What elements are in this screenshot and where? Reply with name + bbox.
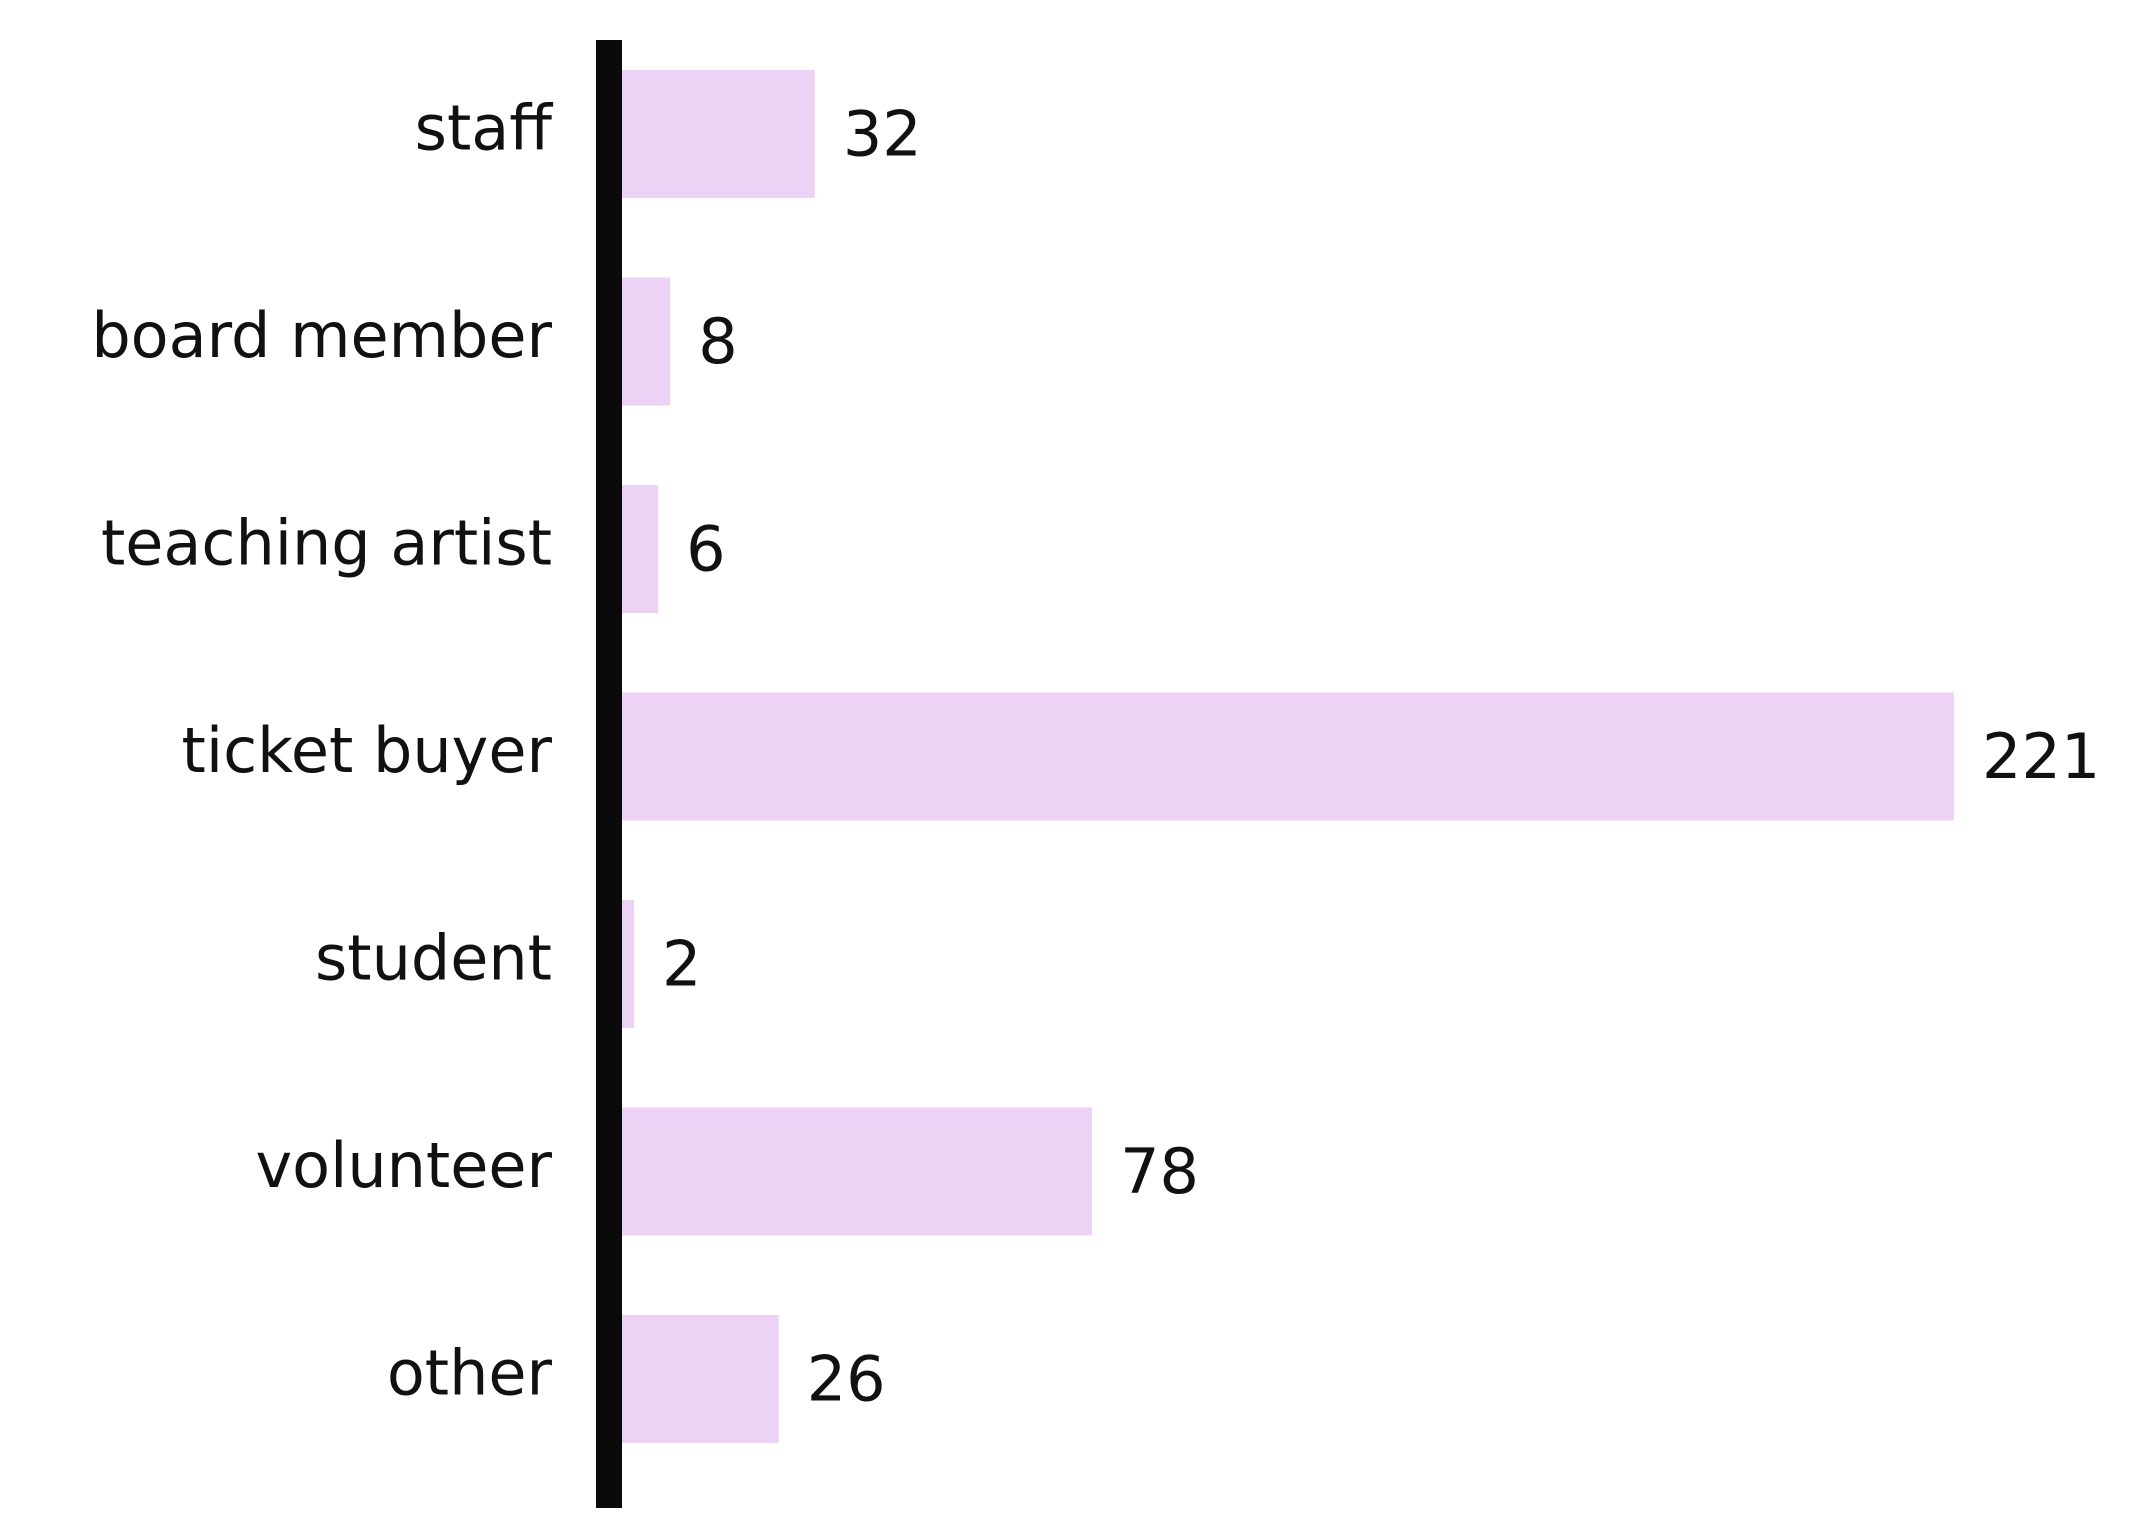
category-label-volunteer: volunteer (255, 1129, 552, 1202)
value-label-ticket-buyer: 221 (1982, 720, 2100, 793)
value-label-board-member: 8 (698, 305, 737, 378)
category-label-teaching-artist: teaching artist (101, 507, 552, 580)
category-label-staff: staff (415, 92, 554, 165)
bar-other (622, 1315, 779, 1443)
category-label-board-member: board member (91, 299, 552, 372)
value-label-other: 26 (807, 1343, 886, 1416)
value-label-staff: 32 (843, 98, 922, 171)
bar-volunteer (622, 1107, 1093, 1236)
category-labels-group: staff board member teaching artist ticket b… (91, 92, 553, 1410)
category-label-other: other (387, 1337, 553, 1410)
value-labels-group: 32 8 6 221 2 78 26 (662, 98, 2100, 1416)
bar-teaching-artist (622, 485, 659, 613)
bar-ticket-buyer (622, 692, 1954, 821)
category-label-student: student (315, 922, 552, 995)
bar-board-member (622, 277, 671, 406)
bar-staff (622, 70, 815, 198)
bar-student (622, 900, 635, 1028)
category-label-ticket-buyer: ticket buyer (182, 714, 553, 787)
value-label-volunteer: 78 (1120, 1135, 1199, 1208)
value-label-teaching-artist: 6 (686, 513, 725, 586)
bars-group (622, 70, 1954, 1443)
y-axis-line (596, 40, 622, 1508)
value-label-student: 2 (662, 928, 701, 1001)
